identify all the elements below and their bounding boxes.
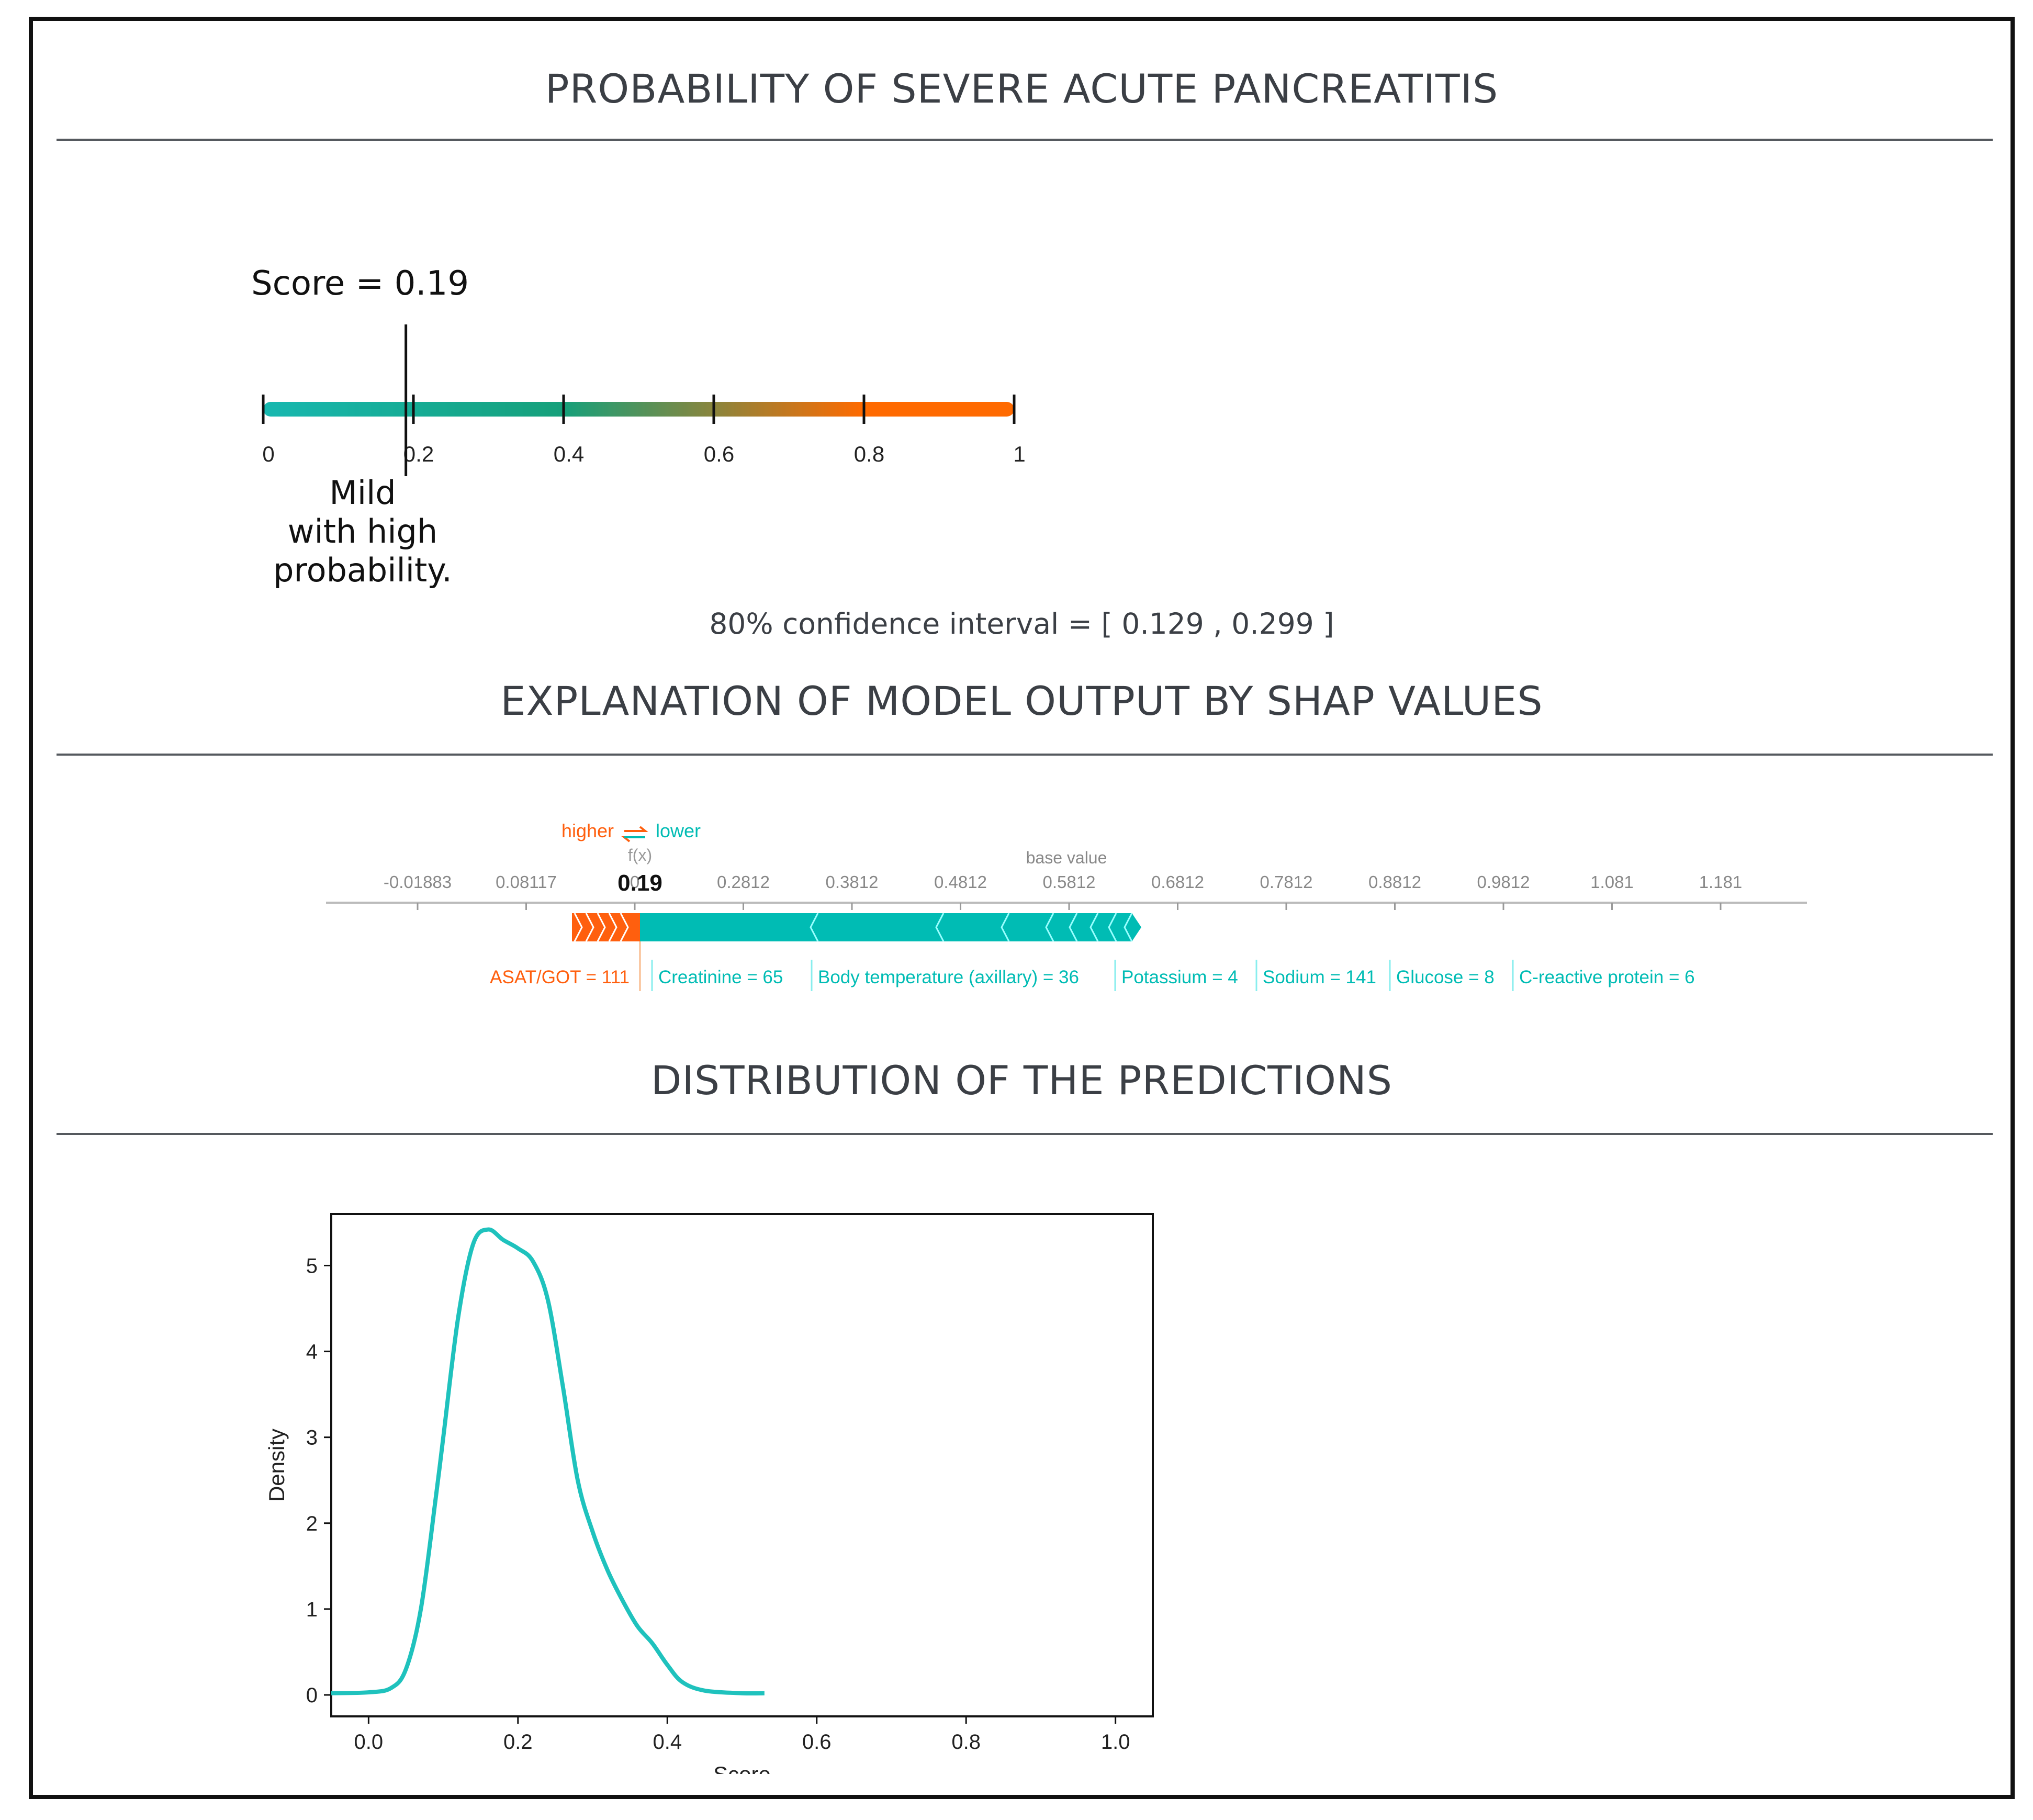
shap-axis-tick-label: 0 — [630, 872, 639, 892]
x-tick-label: 0.6 — [802, 1731, 832, 1754]
report-frame: PROBABILITY OF SEVERE ACUTE PANCREATITIS… — [29, 17, 2015, 1799]
gauge-score-label: Score = 0.19 — [251, 264, 469, 303]
shap-feature-lower: Body temperature (axillary) = 36 — [818, 967, 1079, 987]
shap-lower-bar — [640, 913, 1132, 941]
probability-section-title: PROBABILITY OF SEVERE ACUTE PANCREATITIS — [545, 65, 1499, 112]
x-tick-label: 0.4 — [653, 1731, 682, 1754]
y-tick-label: 2 — [306, 1512, 318, 1535]
shap-axis-tick-label: 0.3812 — [826, 872, 879, 892]
shap-chevron — [1124, 913, 1133, 942]
shap-feature-lower: Sodium = 141 — [1263, 967, 1376, 987]
y-axis-label: Density — [264, 1429, 289, 1502]
shap-axis-tick-label: 0.8812 — [1368, 872, 1421, 892]
swap-arrows-icon — [621, 826, 648, 842]
shap-chevron — [810, 913, 819, 942]
shap-axis-tick-label: 0.5812 — [1043, 872, 1096, 892]
shap-fx-value: 0.19 — [617, 870, 662, 896]
gauge-tick-label: 0.2 — [403, 442, 434, 466]
shap-axis-tick-label: 0.9812 — [1477, 872, 1530, 892]
shap-axis-tick-label: 0.4812 — [934, 872, 987, 892]
shap-feature-lower: Creatinine = 65 — [658, 967, 783, 987]
shap-chevron — [1069, 913, 1078, 942]
shap-fx-label: f(x) — [628, 846, 652, 864]
shap-axis-tick-label: 0.6812 — [1151, 872, 1204, 892]
shap-chevron — [1108, 913, 1117, 942]
gauge-bar — [263, 402, 1014, 417]
gauge-tick-label: 0.4 — [554, 442, 584, 466]
shap-force-plot: higher lower -0.01883 0.08117 0 0.2812 0.3812 0… — [326, 820, 1807, 991]
shap-higher-label: higher — [561, 820, 614, 841]
shap-feature-lower: C-reactive protein = 6 — [1519, 967, 1695, 987]
y-tick-label: 1 — [306, 1598, 318, 1621]
shap-chevron — [1089, 913, 1099, 942]
plot-frame — [330, 1213, 1154, 1717]
gauge-tick-label: 0 — [262, 442, 274, 466]
shap-chevron — [1045, 913, 1054, 942]
section-divider — [57, 754, 1993, 756]
verdict-class: Mild — [329, 474, 396, 512]
shap-chevron — [574, 913, 583, 942]
shap-axis-tick-label: 1.081 — [1590, 872, 1634, 892]
shap-bar-end — [1132, 913, 1141, 941]
shap-chevron — [935, 913, 945, 942]
shap-feature-lower: Glucose = 8 — [1396, 967, 1495, 987]
y-tick-label: 5 — [306, 1254, 318, 1277]
shap-section-title: EXPLANATION OF MODEL OUTPUT BY SHAP VALU… — [500, 678, 1543, 724]
section-divider — [57, 139, 1993, 141]
gauge-tick-label: 0.8 — [854, 442, 884, 466]
gauge-verdict: Mild with high probability. — [232, 474, 493, 590]
shap-chevron — [597, 913, 606, 942]
shap-base-value-label: base value — [1026, 848, 1107, 867]
distribution-section-title: DISTRIBUTION OF THE PREDICTIONS — [650, 1057, 1393, 1104]
y-tick-label: 3 — [306, 1426, 318, 1450]
density-chart: 0.0 0.2 0.4 0.6 0.8 1.0 0 1 2 3 4 5 Score Density — [264, 1213, 1154, 1774]
gauge-tick-label: 1 — [1013, 442, 1025, 466]
y-tick-label: 0 — [306, 1684, 318, 1707]
shap-axis-tick-label: 1.181 — [1699, 872, 1743, 892]
shap-chevron — [1001, 913, 1010, 942]
shap-chevron — [608, 913, 617, 942]
shap-chevron — [620, 913, 629, 942]
x-tick-label: 0.0 — [354, 1731, 384, 1754]
x-tick-label: 0.8 — [951, 1731, 981, 1754]
shap-lower-label: lower — [656, 820, 701, 841]
shap-axis-tick-label: 0.7812 — [1260, 872, 1313, 892]
section-divider — [57, 1133, 1993, 1135]
gauge-tick-label: 0.6 — [704, 442, 734, 466]
y-tick-label: 4 — [306, 1341, 318, 1364]
shap-feature-lower: Potassium = 4 — [1121, 967, 1238, 987]
x-tick-label: 1.0 — [1101, 1731, 1130, 1754]
shap-feature-higher: ASAT/GOT = 111 — [490, 967, 630, 987]
density-line — [331, 1227, 765, 1696]
x-tick-label: 0.2 — [503, 1731, 533, 1754]
shap-chevron — [585, 913, 594, 942]
shap-axis-tick-label: -0.01883 — [384, 872, 452, 892]
verdict-qualifier: with high probability. — [273, 512, 452, 589]
confidence-interval: 80% confidence interval = [ 0.129 , 0.29… — [709, 607, 1334, 641]
probability-gauge: 0 0.2 0.4 0.6 0.8 1 — [262, 324, 1026, 476]
shap-axis-tick-label: 0.2812 — [717, 872, 770, 892]
shap-axis-tick-label: 0.08117 — [496, 872, 557, 892]
x-axis-label: Score — [713, 1762, 771, 1774]
